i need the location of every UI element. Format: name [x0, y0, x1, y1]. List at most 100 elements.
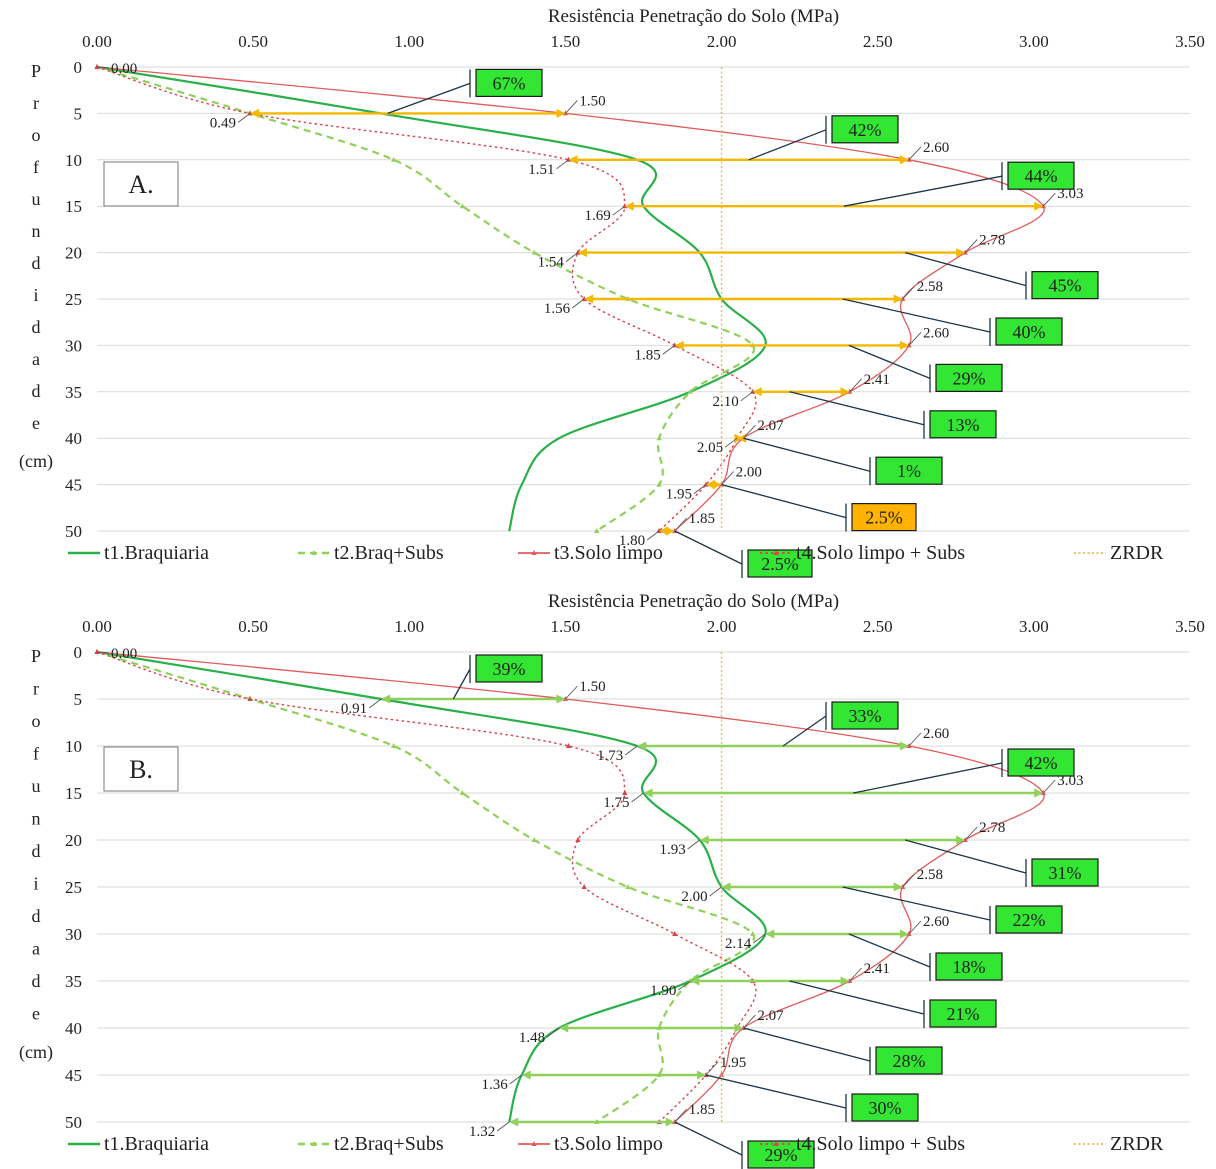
series-line-t4-solo-limpo-subs — [96, 66, 757, 532]
value-label: 1.85 — [689, 511, 715, 527]
value-label-leader — [740, 391, 754, 402]
value-label-leader — [565, 252, 579, 262]
x-tick-label: 1.00 — [394, 32, 424, 51]
value-label-leader — [743, 1014, 756, 1029]
value-label: 1.85 — [634, 347, 660, 363]
value-label-leader — [964, 826, 978, 841]
percent-badge-box — [929, 999, 997, 1028]
difference-arrowhead — [381, 694, 391, 704]
value-label-leader — [96, 651, 110, 654]
y-tick-label: 40 — [65, 1019, 82, 1038]
percent-badge-box — [475, 68, 543, 98]
y-axis-label-letter: P — [31, 61, 41, 81]
value-label: 1.75 — [603, 795, 629, 811]
x-tick-label: 2.00 — [707, 617, 737, 636]
badge-leader-line — [721, 483, 847, 519]
value-label-leader — [849, 378, 862, 393]
x-tick-label: 0.00 — [82, 617, 112, 636]
value-label: 1.50 — [579, 679, 605, 695]
y-axis-label-letter: r — [33, 679, 39, 699]
percent-badge-box — [875, 1046, 943, 1075]
badge-leader-line — [848, 344, 931, 380]
value-label: 1.56 — [544, 301, 571, 317]
data-point-marker — [672, 931, 678, 936]
percent-badge-label: 29% — [765, 1145, 798, 1165]
chart-panel-b: Resistência Penetração do Solo (MPa) 0.00… — [19, 591, 1205, 1169]
value-label-leader — [902, 285, 916, 300]
value-label: 2.00 — [681, 889, 707, 905]
value-label-leader — [721, 471, 734, 485]
percent-badge-box — [475, 654, 543, 683]
value-label: 0.00 — [111, 646, 137, 662]
value-label: 2.07 — [757, 1008, 784, 1024]
legend-label: t4.Solo limpo + Subs — [796, 542, 965, 564]
data-point-marker — [247, 696, 253, 701]
percent-badge-label: 42% — [1025, 753, 1058, 773]
value-label: 2.41 — [864, 961, 890, 977]
data-point-marker — [656, 435, 662, 441]
y-tick-label: 10 — [65, 737, 82, 756]
data-point-marker — [622, 790, 628, 795]
value-label: 1.85 — [689, 1102, 715, 1118]
badge-leader-line — [842, 886, 991, 921]
value-label: 2.58 — [917, 867, 943, 883]
y-tick-label: 0 — [74, 643, 83, 662]
value-label: 2.60 — [923, 325, 949, 341]
difference-arrowhead — [840, 387, 850, 397]
difference-arrowhead — [840, 976, 850, 986]
value-label-leader — [908, 920, 922, 935]
difference-arrowhead — [752, 387, 762, 397]
difference-arrowhead — [556, 108, 566, 118]
x-tick-label: 2.00 — [707, 32, 737, 51]
x-tick-label: 3.50 — [1175, 617, 1205, 636]
difference-arrowhead — [568, 155, 578, 165]
value-label: 1.51 — [528, 162, 554, 178]
value-label: 3.03 — [1057, 186, 1083, 202]
percent-badge-label: 45% — [1049, 276, 1082, 296]
series-line-t1-braquiaria — [96, 650, 767, 1123]
difference-arrowhead — [956, 835, 966, 845]
x-tick-label: 3.50 — [1175, 32, 1205, 51]
value-label-leader — [556, 159, 569, 170]
value-label-leader — [546, 1027, 560, 1038]
value-label: 1.32 — [469, 1124, 495, 1140]
legend-marker — [311, 1141, 317, 1146]
value-label-leader — [624, 745, 638, 756]
badge-leader-line — [674, 1121, 743, 1156]
y-axis-label-letter: d — [32, 906, 41, 926]
data-point-marker — [565, 743, 572, 748]
difference-arrowhead — [956, 248, 966, 258]
value-label: 1.36 — [481, 1077, 508, 1093]
value-label-leader — [571, 298, 585, 309]
badge-leader-line — [705, 1074, 847, 1109]
difference-arrowhead — [637, 741, 647, 751]
y-tick-label: 35 — [65, 972, 82, 991]
legend-marker — [531, 1141, 537, 1146]
percent-badge-label: 39% — [493, 659, 526, 679]
value-label: 2.58 — [917, 279, 943, 295]
value-label-leader — [646, 530, 660, 541]
value-label: 1.54 — [538, 255, 565, 271]
badge-leader-line — [842, 298, 991, 333]
x-tick-label: 1.50 — [551, 617, 581, 636]
data-point-marker — [459, 790, 465, 795]
y-tick-label: 25 — [65, 878, 82, 897]
y-axis-label-letter: f — [33, 157, 39, 177]
value-label-leader — [908, 332, 922, 346]
value-label: 2.05 — [697, 440, 723, 456]
value-label: 2.14 — [725, 936, 752, 952]
difference-arrowhead — [584, 294, 594, 304]
legend-marker — [531, 550, 537, 555]
value-label: 1.90 — [650, 983, 676, 999]
data-point-marker — [656, 481, 662, 487]
badge-leader-line — [904, 251, 1027, 287]
badge-leader-line — [452, 668, 471, 700]
percent-badge-label: 2.5% — [761, 554, 799, 574]
percent-badge-label: 44% — [1025, 166, 1058, 186]
y-tick-label: 25 — [65, 290, 82, 309]
difference-arrowhead — [556, 694, 566, 704]
legend-label: t2.Braq+Subs — [334, 1133, 444, 1155]
value-label-leader — [678, 980, 691, 991]
value-label-leader — [908, 146, 922, 161]
value-label-leader — [237, 113, 251, 123]
